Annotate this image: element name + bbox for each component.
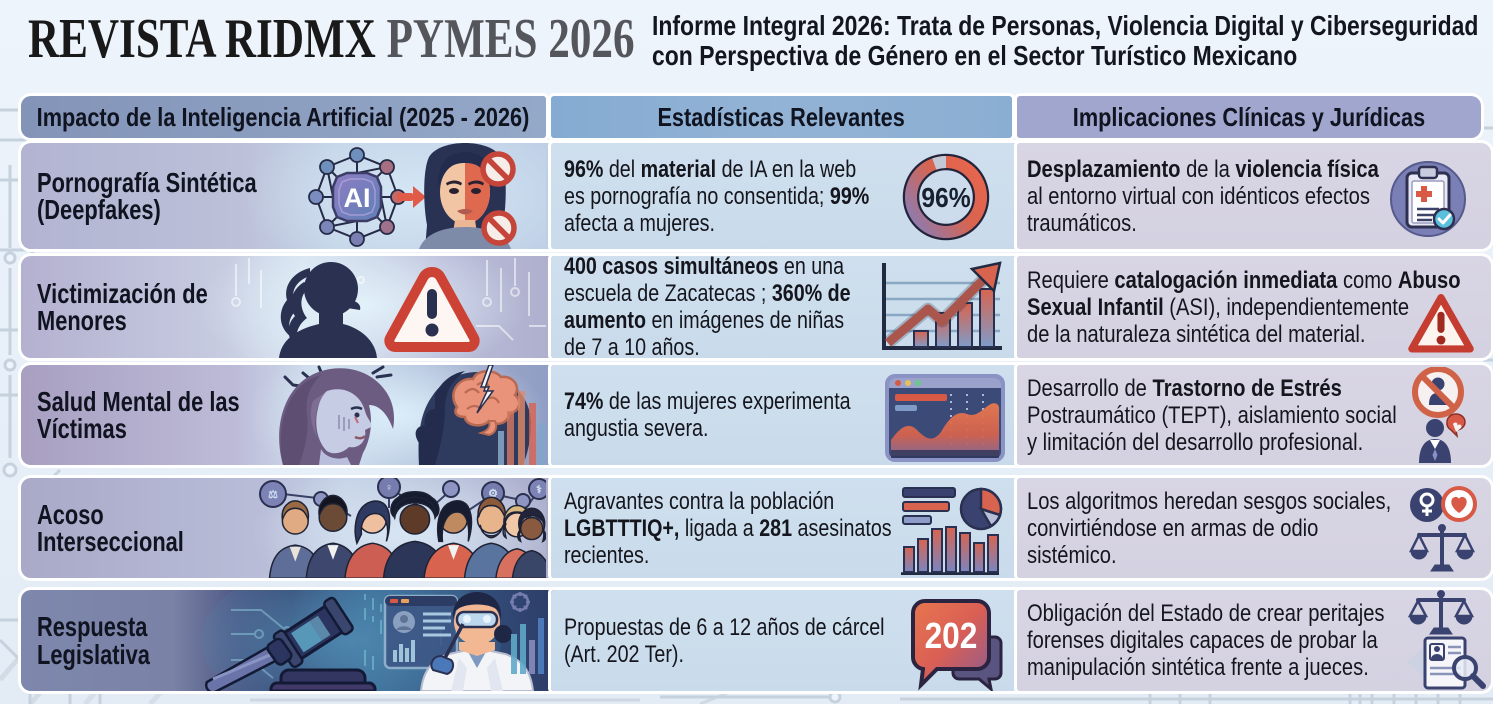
svg-text:202: 202 (925, 616, 978, 656)
svg-text:♀: ♀ (385, 482, 393, 494)
svg-text:96%: 96% (921, 182, 970, 214)
svg-text:⚙: ⚙ (488, 488, 498, 500)
svg-text:AI: AI (344, 183, 371, 213)
svg-text:⚕: ⚕ (536, 484, 542, 496)
svg-text:⚖: ⚖ (268, 489, 278, 501)
